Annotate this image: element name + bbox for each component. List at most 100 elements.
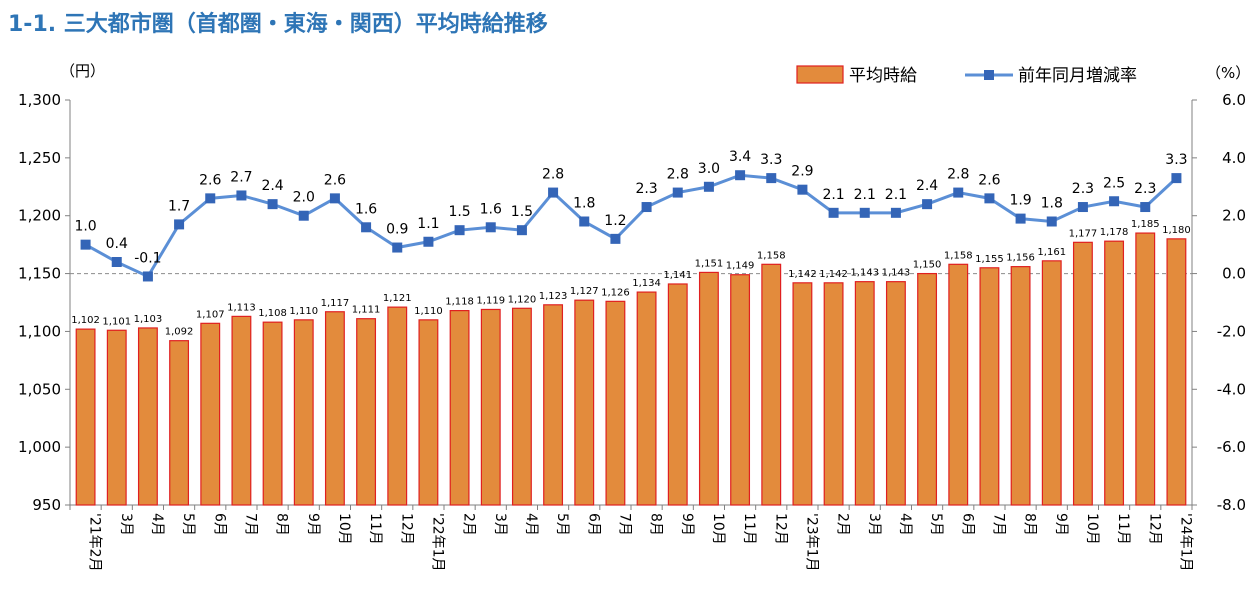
x-tick-label: 3月 xyxy=(492,513,508,536)
line-value-label: 1.1 xyxy=(417,216,439,232)
bar-value-label: 1,102 xyxy=(71,315,100,326)
x-tick-label: 6月 xyxy=(959,513,975,536)
x-tick-label: 11月 xyxy=(1115,513,1131,545)
line-point xyxy=(454,225,465,236)
bar-value-label: 1,110 xyxy=(289,306,318,317)
line-point xyxy=(890,207,901,218)
bar xyxy=(75,328,96,506)
line-value-label: 1.2 xyxy=(604,213,626,229)
bar-value-label: 1,134 xyxy=(632,278,661,289)
bar-value-label: 1,158 xyxy=(757,250,786,261)
bar-value-label: 1,126 xyxy=(601,287,630,298)
bar-value-label: 1,117 xyxy=(321,298,350,309)
line-value-label: 0.9 xyxy=(386,222,408,238)
line-value-label: 2.6 xyxy=(324,172,346,188)
bar-value-label: 1,101 xyxy=(102,316,131,327)
line-point xyxy=(267,199,278,210)
line-value-label: 1.8 xyxy=(1041,196,1063,212)
chart-title: 1-1. 三大都市圏（首都圏・東海・関西）平均時給推移 xyxy=(8,12,548,37)
line-point xyxy=(111,257,122,267)
left-tick-label: 1,050 xyxy=(18,380,61,398)
x-tick-label: 7月 xyxy=(616,513,632,536)
bar-value-label: 1,149 xyxy=(726,261,755,272)
bar xyxy=(730,274,751,506)
bar-value-label: 1,118 xyxy=(445,297,474,308)
bar-value-label: 1,143 xyxy=(850,268,879,279)
line-point xyxy=(548,187,559,198)
line-value-label: 2.3 xyxy=(1072,181,1094,197)
bar-value-label: 1,142 xyxy=(819,269,848,280)
bar xyxy=(200,322,221,506)
x-tick-label: 2月 xyxy=(835,513,851,536)
bar-value-label: 1,141 xyxy=(663,270,692,281)
x-tick-label: 12月 xyxy=(772,513,788,545)
x-tick-label: 4月 xyxy=(897,513,913,536)
left-tick-label: 1,000 xyxy=(18,438,61,456)
bar-value-label: 1,107 xyxy=(196,309,225,320)
line-point xyxy=(205,193,216,204)
x-tick-label: 4月 xyxy=(149,513,165,536)
line-value-label: 3.0 xyxy=(698,161,720,177)
line-value-label: 2.4 xyxy=(261,178,283,194)
right-axis-ticks: 6.0 4.0 2.0 0.0 -2.0 -4.0 -6.0 -8.0 xyxy=(1192,91,1246,514)
line-point xyxy=(1109,196,1120,207)
bar-value-label: 1,161 xyxy=(1037,247,1066,258)
bar xyxy=(1135,232,1156,506)
bar xyxy=(917,272,938,506)
line-point xyxy=(922,199,933,210)
bar xyxy=(293,319,314,506)
line-point xyxy=(610,233,621,244)
line-value-label: 2.4 xyxy=(916,178,938,194)
line-value-label: 2.8 xyxy=(542,167,564,183)
line-value-label: 2.6 xyxy=(978,172,1000,188)
right-tick-label: 6.0 xyxy=(1222,91,1246,109)
x-tick-label: 10月 xyxy=(336,513,352,545)
bar-value-label: 1,110 xyxy=(414,306,443,317)
left-axis-unit: （円） xyxy=(60,62,105,80)
line-point xyxy=(859,207,870,218)
line-point xyxy=(80,239,91,250)
x-tick-label: 5月 xyxy=(928,513,944,536)
line-point xyxy=(1046,216,1057,227)
legend-bar-label: 平均時給 xyxy=(849,66,917,86)
line-value-label: 1.0 xyxy=(74,219,96,235)
bar-value-label: 1,119 xyxy=(476,295,505,306)
x-tick-label: 9月 xyxy=(305,513,321,536)
bar-value-label: 1,155 xyxy=(975,254,1004,265)
bar-value-label: 1,111 xyxy=(352,305,381,316)
legend-bar-swatch xyxy=(796,65,844,84)
x-tick-label: 10月 xyxy=(1084,513,1100,545)
x-tick-label: 7月 xyxy=(990,513,1006,536)
bar-value-label: 1,158 xyxy=(944,250,973,261)
line-point xyxy=(1077,202,1088,213)
line-point xyxy=(828,207,839,218)
x-tick-label: 5月 xyxy=(554,513,570,536)
bar xyxy=(792,282,813,506)
x-tick-label: 3月 xyxy=(866,513,882,536)
x-tick-label: 4月 xyxy=(523,513,539,536)
line-series xyxy=(80,170,1182,282)
bar xyxy=(1104,240,1125,506)
line-value-label: 2.1 xyxy=(885,187,907,203)
line-value-label: 2.9 xyxy=(791,164,813,180)
bar-value-label: 1,113 xyxy=(227,302,256,313)
line-value-label: 2.3 xyxy=(1134,181,1156,197)
bar-value-label: 1,120 xyxy=(508,294,537,305)
line-point xyxy=(984,193,995,204)
bar xyxy=(605,300,626,506)
bar-value-label: 1,178 xyxy=(1100,227,1129,238)
line-value-label: 2.0 xyxy=(293,190,315,206)
bar xyxy=(106,329,127,506)
line-data-labels: 1.0 0.4 -0.1 1.7 2.6 2.7 2.4 2.0 2.6 1.6 0.9 1.1 1.5… xyxy=(74,149,1187,266)
line-point xyxy=(423,236,434,247)
line-point xyxy=(1015,213,1026,224)
line-value-label: 1.8 xyxy=(573,196,595,212)
line-point xyxy=(174,219,185,230)
line-path xyxy=(84,173,1178,279)
line-point xyxy=(766,173,777,184)
right-tick-label: 2.0 xyxy=(1222,207,1246,225)
line-point xyxy=(797,184,808,195)
x-tick-label: 5月 xyxy=(180,513,196,536)
bar-value-label: 1,143 xyxy=(882,268,911,279)
